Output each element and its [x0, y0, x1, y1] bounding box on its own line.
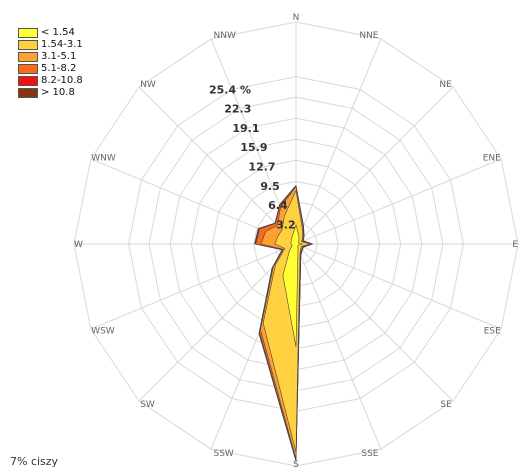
legend-swatch-2: [18, 40, 38, 50]
speed-class-area-1: [282, 224, 303, 348]
ring-label-3: 9.5: [260, 180, 280, 193]
direction-label-NNE: NNE: [359, 31, 378, 41]
ring-label-2: 6.4: [268, 199, 288, 212]
direction-label-N: N: [293, 13, 300, 23]
legend-entry-6: > 10.8: [18, 87, 83, 99]
ring-label-5: 15.9: [240, 141, 267, 154]
ring-label-6: 19.1: [232, 122, 259, 135]
direction-label-ENE: ENE: [483, 154, 501, 164]
legend-entry-5: 8.2-10.8: [18, 75, 83, 87]
legend-swatch-4: [18, 64, 38, 74]
ring-label-4: 12.7: [248, 161, 275, 174]
direction-label-NE: NE: [439, 80, 452, 90]
direction-label-SSW: SSW: [214, 449, 234, 459]
ring-label-7: 22.3: [224, 102, 251, 115]
spoke-WSW: [90, 243, 297, 330]
spoke-ENE: [295, 158, 502, 245]
spoke-NW: [138, 86, 297, 245]
spoke-SW: [138, 243, 297, 402]
legend: < 1.54 1.54-3.1 3.1-5.1 5.1-8.2 8.2-10.8 > 10…: [18, 27, 83, 99]
legend-label-4: 5.1-8.2: [41, 63, 77, 74]
direction-label-NW: NW: [140, 80, 156, 90]
calms-note: 7% ciszy: [10, 455, 59, 468]
direction-label-SE: SE: [440, 400, 452, 410]
ring-label-1: 3.2: [276, 219, 296, 232]
legend-label-6: > 10.8: [41, 87, 75, 98]
ring-label-8: 25.4 %: [209, 83, 251, 96]
direction-label-SW: SW: [140, 400, 155, 410]
legend-swatch-3: [18, 52, 38, 62]
legend-entry-4: 5.1-8.2: [18, 63, 83, 75]
spoke-SSE: [295, 243, 382, 450]
legend-swatch-5: [18, 76, 38, 86]
legend-swatch-1: [18, 28, 38, 38]
legend-label-3: 3.1-5.1: [41, 51, 77, 62]
direction-label-WSW: WSW: [91, 327, 115, 337]
spoke-ESE: [295, 243, 502, 330]
legend-entry-3: 3.1-5.1: [18, 51, 83, 63]
direction-label-E: E: [512, 240, 518, 250]
direction-label-NNW: NNW: [214, 31, 236, 41]
legend-label-2: 1.54-3.1: [41, 39, 83, 50]
direction-label-W: W: [74, 240, 83, 250]
legend-swatch-6: [18, 88, 38, 98]
direction-label-WNW: WNW: [91, 154, 116, 164]
legend-label-1: < 1.54: [41, 27, 75, 38]
spoke-NE: [295, 86, 454, 245]
direction-label-S: S: [293, 460, 299, 470]
direction-label-SSE: SSE: [361, 449, 378, 459]
legend-label-5: 8.2-10.8: [41, 75, 83, 86]
spoke-SE: [295, 243, 454, 402]
legend-entry-2: 1.54-3.1: [18, 39, 83, 51]
spoke-NNE: [295, 38, 382, 245]
direction-label-ESE: ESE: [484, 327, 501, 337]
legend-entry-1: < 1.54: [18, 27, 83, 39]
